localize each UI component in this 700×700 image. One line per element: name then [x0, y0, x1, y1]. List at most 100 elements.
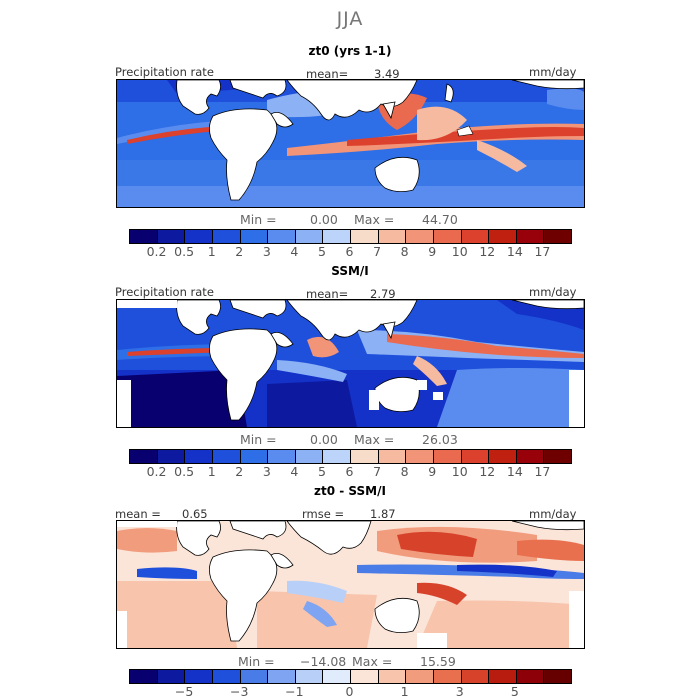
- colorbar-segment: [156, 230, 185, 243]
- panel-1-min-label: Min =: [240, 212, 277, 227]
- colorbar-segment: [294, 450, 323, 463]
- panel-1-colorbar: [129, 229, 572, 244]
- panel-3-rmse-value: 1.87: [370, 507, 396, 521]
- panel-1-mean-value: 3.49: [374, 67, 400, 81]
- colorbar-segment: [350, 670, 378, 683]
- colorbar-segment: [130, 450, 157, 463]
- panel-3-rmse-label: rmse =: [302, 507, 345, 521]
- colorbar-tick-label: 7: [373, 464, 382, 479]
- colorbar-segment: [350, 450, 378, 463]
- panel-1-min-value: 0.00: [310, 212, 338, 227]
- panel-3-colorbar: [129, 669, 572, 684]
- colorbar-segment: [239, 450, 268, 463]
- panel-2-max-value: 26.03: [422, 432, 458, 447]
- colorbar-segment: [211, 670, 240, 683]
- colorbar-segment: [322, 450, 350, 463]
- panel-3-units-label: mm/day: [529, 507, 577, 521]
- colorbar-segment: [267, 230, 295, 243]
- colorbar-tick-label: 2: [235, 464, 244, 479]
- colorbar-segment: [239, 230, 268, 243]
- colorbar-tick-label: −3: [230, 684, 249, 699]
- colorbar-segment: [488, 670, 516, 683]
- colorbar-tick-label: −1: [285, 684, 304, 699]
- colorbar-segment: [460, 230, 489, 243]
- colorbar-tick-label: 6: [345, 464, 354, 479]
- colorbar-segment: [211, 230, 240, 243]
- colorbar-tick-label: 0.5: [174, 244, 195, 259]
- colorbar-segment: [184, 230, 212, 243]
- panel-2-mean-label: mean=: [306, 287, 349, 301]
- colorbar-segment: [432, 670, 461, 683]
- colorbar-tick-label: 5: [510, 684, 519, 699]
- panel-2-map: [116, 299, 585, 428]
- colorbar-segment: [350, 230, 378, 243]
- colorbar-segment: [432, 230, 461, 243]
- colorbar-tick-label: −5: [174, 684, 194, 699]
- panel-3-mean-value: 0.65: [182, 507, 208, 521]
- panel-3-map: [116, 520, 585, 649]
- colorbar-tick-label: 9: [428, 464, 437, 479]
- colorbar-tick-label: 5: [317, 464, 326, 479]
- panel-3-mean-label: mean =: [115, 507, 161, 521]
- colorbar-segment: [405, 230, 433, 243]
- colorbar-tick-label: 17: [534, 464, 551, 479]
- colorbar-tick-label: 10: [451, 244, 468, 259]
- colorbar-segment: [322, 670, 350, 683]
- colorbar-tick-label: 0: [345, 684, 354, 699]
- colorbar-segment: [156, 450, 185, 463]
- colorbar-segment: [488, 230, 516, 243]
- colorbar-tick-label: 4: [290, 244, 299, 259]
- colorbar-segment: [543, 450, 571, 463]
- panel-2-variable-label: Precipitation rate: [115, 285, 214, 299]
- main-title: JJA: [336, 8, 364, 30]
- colorbar-segment: [267, 670, 295, 683]
- colorbar-tick-label: 3: [262, 464, 271, 479]
- panel-2-title: SSM/I: [331, 264, 369, 278]
- colorbar-segment: [405, 670, 433, 683]
- colorbar-tick-label: 3: [455, 684, 464, 699]
- colorbar-tick-label: 2: [235, 244, 244, 259]
- colorbar-segment: [130, 670, 157, 683]
- panel-3-min-value: −14.08: [300, 654, 347, 669]
- colorbar-segment: [267, 450, 295, 463]
- panel-2-max-label: Max =: [354, 432, 395, 447]
- panel-3-map-graphic: [117, 521, 584, 648]
- colorbar-tick-label: 0.2: [146, 244, 167, 259]
- panel-1-map-graphic: [117, 80, 584, 207]
- panel-1-mean-label: mean=: [306, 67, 349, 81]
- colorbar-tick-label: 1: [207, 244, 216, 259]
- colorbar-segment: [543, 230, 571, 243]
- panel-1-variable-label: Precipitation rate: [115, 65, 214, 79]
- panel-1-max-label: Max =: [354, 212, 395, 227]
- colorbar-tick-label: 7: [373, 244, 382, 259]
- panel-3-max-label: Max =: [352, 654, 393, 669]
- colorbar-segment: [184, 450, 212, 463]
- colorbar-tick-label: 8: [400, 244, 409, 259]
- colorbar-tick-label: 10: [451, 464, 468, 479]
- colorbar-tick-label: 6: [345, 244, 354, 259]
- colorbar-segment: [460, 450, 489, 463]
- colorbar-tick-label: 9: [428, 244, 437, 259]
- colorbar-segment: [211, 450, 240, 463]
- colorbar-segment: [322, 230, 350, 243]
- colorbar-tick-label: 14: [506, 244, 523, 259]
- colorbar-tick-label: 0.2: [146, 464, 167, 479]
- colorbar-tick-label: 8: [400, 464, 409, 479]
- colorbar-segment: [377, 450, 406, 463]
- panel-1-units-label: mm/day: [529, 65, 577, 79]
- colorbar-segment: [515, 450, 544, 463]
- panel-3-max-value: 15.59: [420, 654, 456, 669]
- colorbar-tick-label: 1: [400, 684, 409, 699]
- panel-1-title: zt0 (yrs 1-1): [308, 44, 392, 58]
- panel-2-colorbar: [129, 449, 572, 464]
- colorbar-segment: [543, 670, 571, 683]
- colorbar-tick-label: 17: [534, 244, 551, 259]
- colorbar-segment: [184, 670, 212, 683]
- colorbar-tick-label: 5: [317, 244, 326, 259]
- colorbar-tick-label: 12: [479, 244, 496, 259]
- colorbar-segment: [239, 670, 268, 683]
- colorbar-tick-label: 3: [262, 244, 271, 259]
- panel-2-units-label: mm/day: [529, 285, 577, 299]
- colorbar-segment: [460, 670, 489, 683]
- colorbar-segment: [515, 230, 544, 243]
